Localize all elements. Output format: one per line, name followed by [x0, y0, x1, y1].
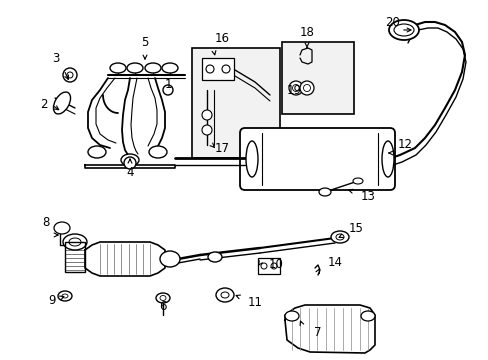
Text: 14: 14 — [327, 256, 342, 269]
Ellipse shape — [202, 125, 212, 135]
Ellipse shape — [110, 63, 126, 73]
Ellipse shape — [160, 296, 165, 301]
Bar — [202, 58, 234, 80]
Circle shape — [261, 263, 266, 269]
Text: 17: 17 — [214, 141, 229, 154]
Ellipse shape — [245, 141, 258, 177]
Ellipse shape — [330, 231, 348, 243]
Text: 8: 8 — [42, 216, 50, 229]
Text: 20: 20 — [385, 15, 400, 28]
Ellipse shape — [221, 292, 228, 298]
Ellipse shape — [288, 81, 303, 95]
Text: 4: 4 — [126, 166, 134, 179]
Text: 19: 19 — [286, 84, 301, 96]
Ellipse shape — [388, 20, 418, 40]
Circle shape — [163, 85, 173, 95]
Text: 7: 7 — [314, 327, 321, 339]
Ellipse shape — [352, 178, 362, 184]
Text: 12: 12 — [397, 139, 412, 152]
Circle shape — [270, 263, 276, 269]
Ellipse shape — [205, 65, 214, 73]
Ellipse shape — [318, 188, 330, 196]
Ellipse shape — [63, 234, 87, 250]
Text: 5: 5 — [141, 36, 148, 49]
Ellipse shape — [162, 63, 178, 73]
Text: 2: 2 — [40, 99, 48, 112]
Ellipse shape — [156, 293, 170, 303]
Bar — [65, 242, 85, 272]
Ellipse shape — [69, 238, 81, 246]
Ellipse shape — [145, 63, 161, 73]
Circle shape — [63, 68, 77, 82]
Bar — [258, 258, 280, 274]
Ellipse shape — [149, 146, 167, 158]
Text: 9: 9 — [48, 293, 56, 306]
Bar — [192, 48, 280, 158]
Ellipse shape — [58, 291, 72, 301]
Ellipse shape — [285, 311, 298, 321]
Ellipse shape — [381, 141, 393, 177]
Text: 11: 11 — [247, 296, 262, 309]
Circle shape — [67, 72, 73, 78]
Text: 3: 3 — [52, 51, 60, 64]
FancyBboxPatch shape — [240, 128, 394, 190]
Circle shape — [124, 157, 136, 169]
Ellipse shape — [62, 294, 68, 298]
Ellipse shape — [303, 85, 310, 91]
Text: 6: 6 — [159, 300, 166, 312]
Ellipse shape — [202, 110, 212, 120]
Text: 15: 15 — [348, 221, 363, 234]
Bar — [282, 42, 353, 114]
Text: 18: 18 — [299, 26, 314, 39]
Ellipse shape — [88, 146, 106, 158]
Ellipse shape — [360, 311, 374, 321]
Ellipse shape — [53, 92, 70, 114]
Text: 1: 1 — [164, 78, 171, 91]
Ellipse shape — [222, 65, 229, 73]
Text: 16: 16 — [214, 31, 229, 45]
Ellipse shape — [207, 252, 222, 262]
Ellipse shape — [393, 24, 413, 36]
Ellipse shape — [127, 63, 142, 73]
Ellipse shape — [54, 222, 70, 234]
Ellipse shape — [121, 154, 139, 166]
Text: 13: 13 — [360, 189, 375, 202]
Ellipse shape — [160, 251, 180, 267]
Text: 10: 10 — [268, 257, 283, 270]
Ellipse shape — [335, 234, 343, 240]
Ellipse shape — [299, 81, 313, 95]
Ellipse shape — [216, 288, 234, 302]
Ellipse shape — [292, 85, 299, 91]
